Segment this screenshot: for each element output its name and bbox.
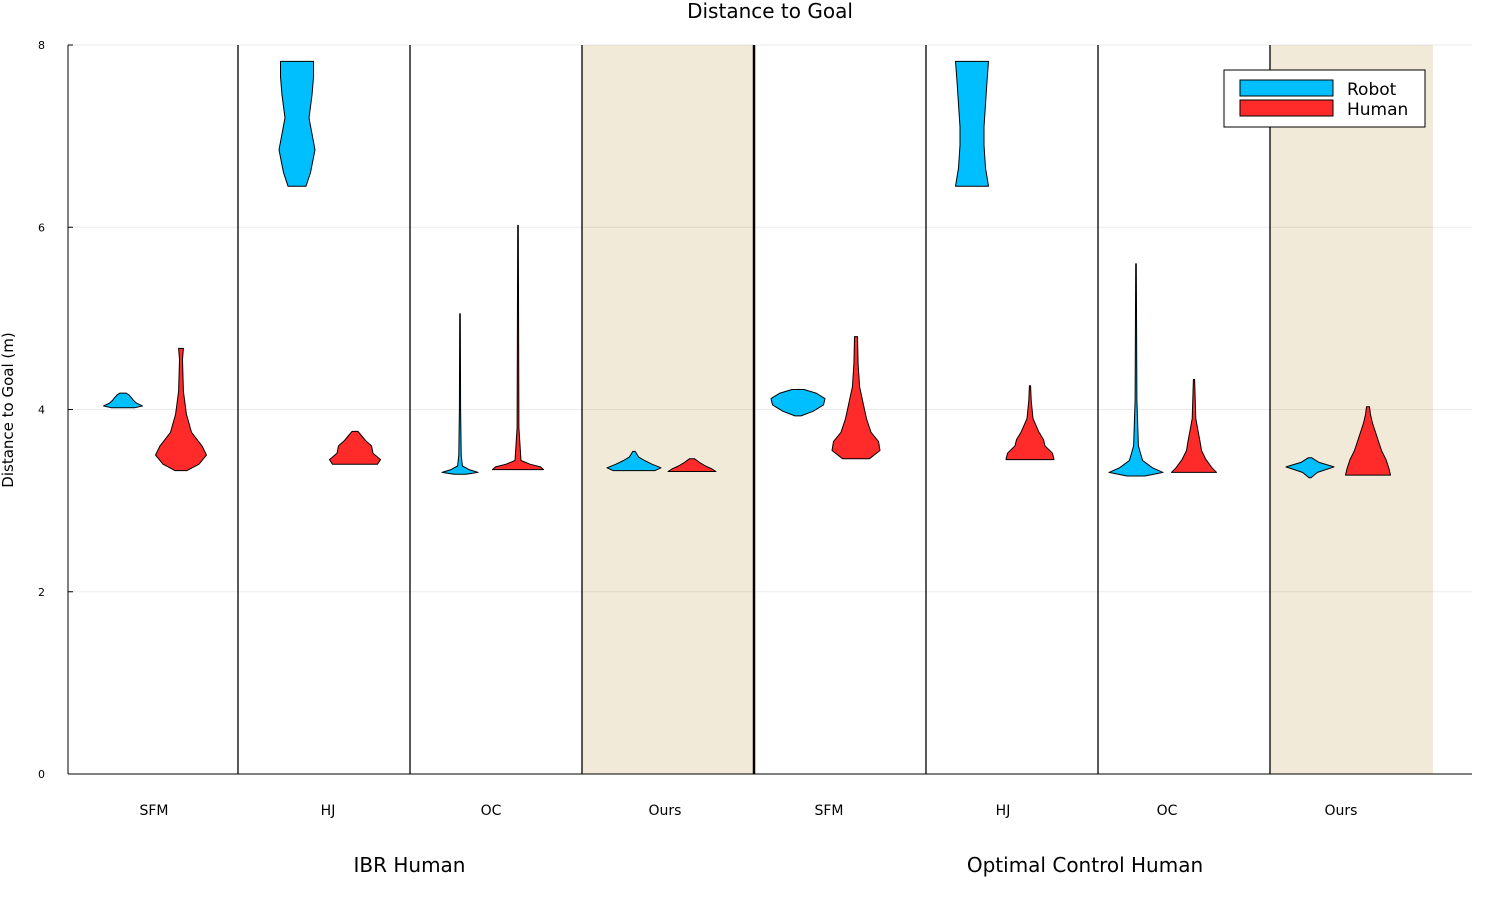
category-label-oc: OC — [1157, 803, 1178, 819]
category-labels: SFM HJ OC Ours SFM HJ OC Ours — [139, 803, 1357, 819]
violin-human-sfm-0 — [155, 347, 207, 472]
y-tick-label: 2 — [38, 586, 45, 599]
legend-label-human: Human — [1347, 100, 1408, 120]
legend-swatch-robot — [1239, 79, 1334, 97]
violin-human-hj-1 — [329, 430, 381, 465]
legend-label-robot: Robot — [1347, 80, 1397, 100]
violin-human-sfm-4 — [831, 336, 881, 460]
y-tick-label: 8 — [38, 39, 45, 52]
violin-human-oc-2 — [492, 224, 544, 471]
group-label-0: IBR Human — [353, 853, 465, 877]
violin-robot-sfm-4 — [770, 389, 826, 417]
y-tick-label: 4 — [38, 404, 45, 417]
category-label-ours: Ours — [1325, 803, 1358, 819]
violin-robot-hj-1 — [278, 60, 316, 187]
violin-robot-ours-3 — [606, 450, 662, 472]
category-separators — [237, 45, 1271, 774]
highlight-bands — [582, 45, 1433, 774]
y-tick-labels: 0 2 4 6 8 — [38, 39, 73, 781]
violin-human-ours-7 — [1345, 406, 1391, 476]
legend: Robot Human — [1223, 69, 1426, 128]
category-label-sfm: SFM — [814, 803, 843, 819]
y-axis-label: Distance to Goal (m) — [0, 332, 17, 487]
violin-human-oc-6 — [1171, 378, 1217, 473]
violin-robot-ours-7 — [1285, 457, 1335, 479]
violin-robot-hj-5 — [955, 60, 989, 187]
category-label-hj: HJ — [996, 803, 1011, 819]
violin-robot-oc-6 — [1108, 263, 1164, 477]
y-tick-label: 0 — [38, 768, 45, 781]
category-label-hj: HJ — [321, 803, 336, 819]
violin-human-hj-5 — [1005, 385, 1055, 461]
category-label-oc: OC — [481, 803, 502, 819]
grid-lines — [68, 44, 1472, 775]
group-labels: IBR Human Optimal Control Human — [353, 853, 1203, 877]
highlight-band-ours — [582, 45, 754, 774]
highlight-band-ours — [1270, 45, 1433, 774]
group-label-1: Optimal Control Human — [967, 853, 1203, 877]
category-label-ours: Ours — [649, 803, 682, 819]
violins — [103, 60, 1391, 479]
chart-title: Distance to Goal — [687, 0, 853, 23]
violin-human-ours-3 — [667, 458, 717, 472]
legend-swatch-human — [1239, 99, 1334, 117]
category-label-sfm: SFM — [139, 803, 168, 819]
violin-robot-oc-2 — [441, 313, 479, 475]
violin-robot-sfm-0 — [103, 392, 143, 409]
y-tick-label: 6 — [38, 221, 45, 234]
